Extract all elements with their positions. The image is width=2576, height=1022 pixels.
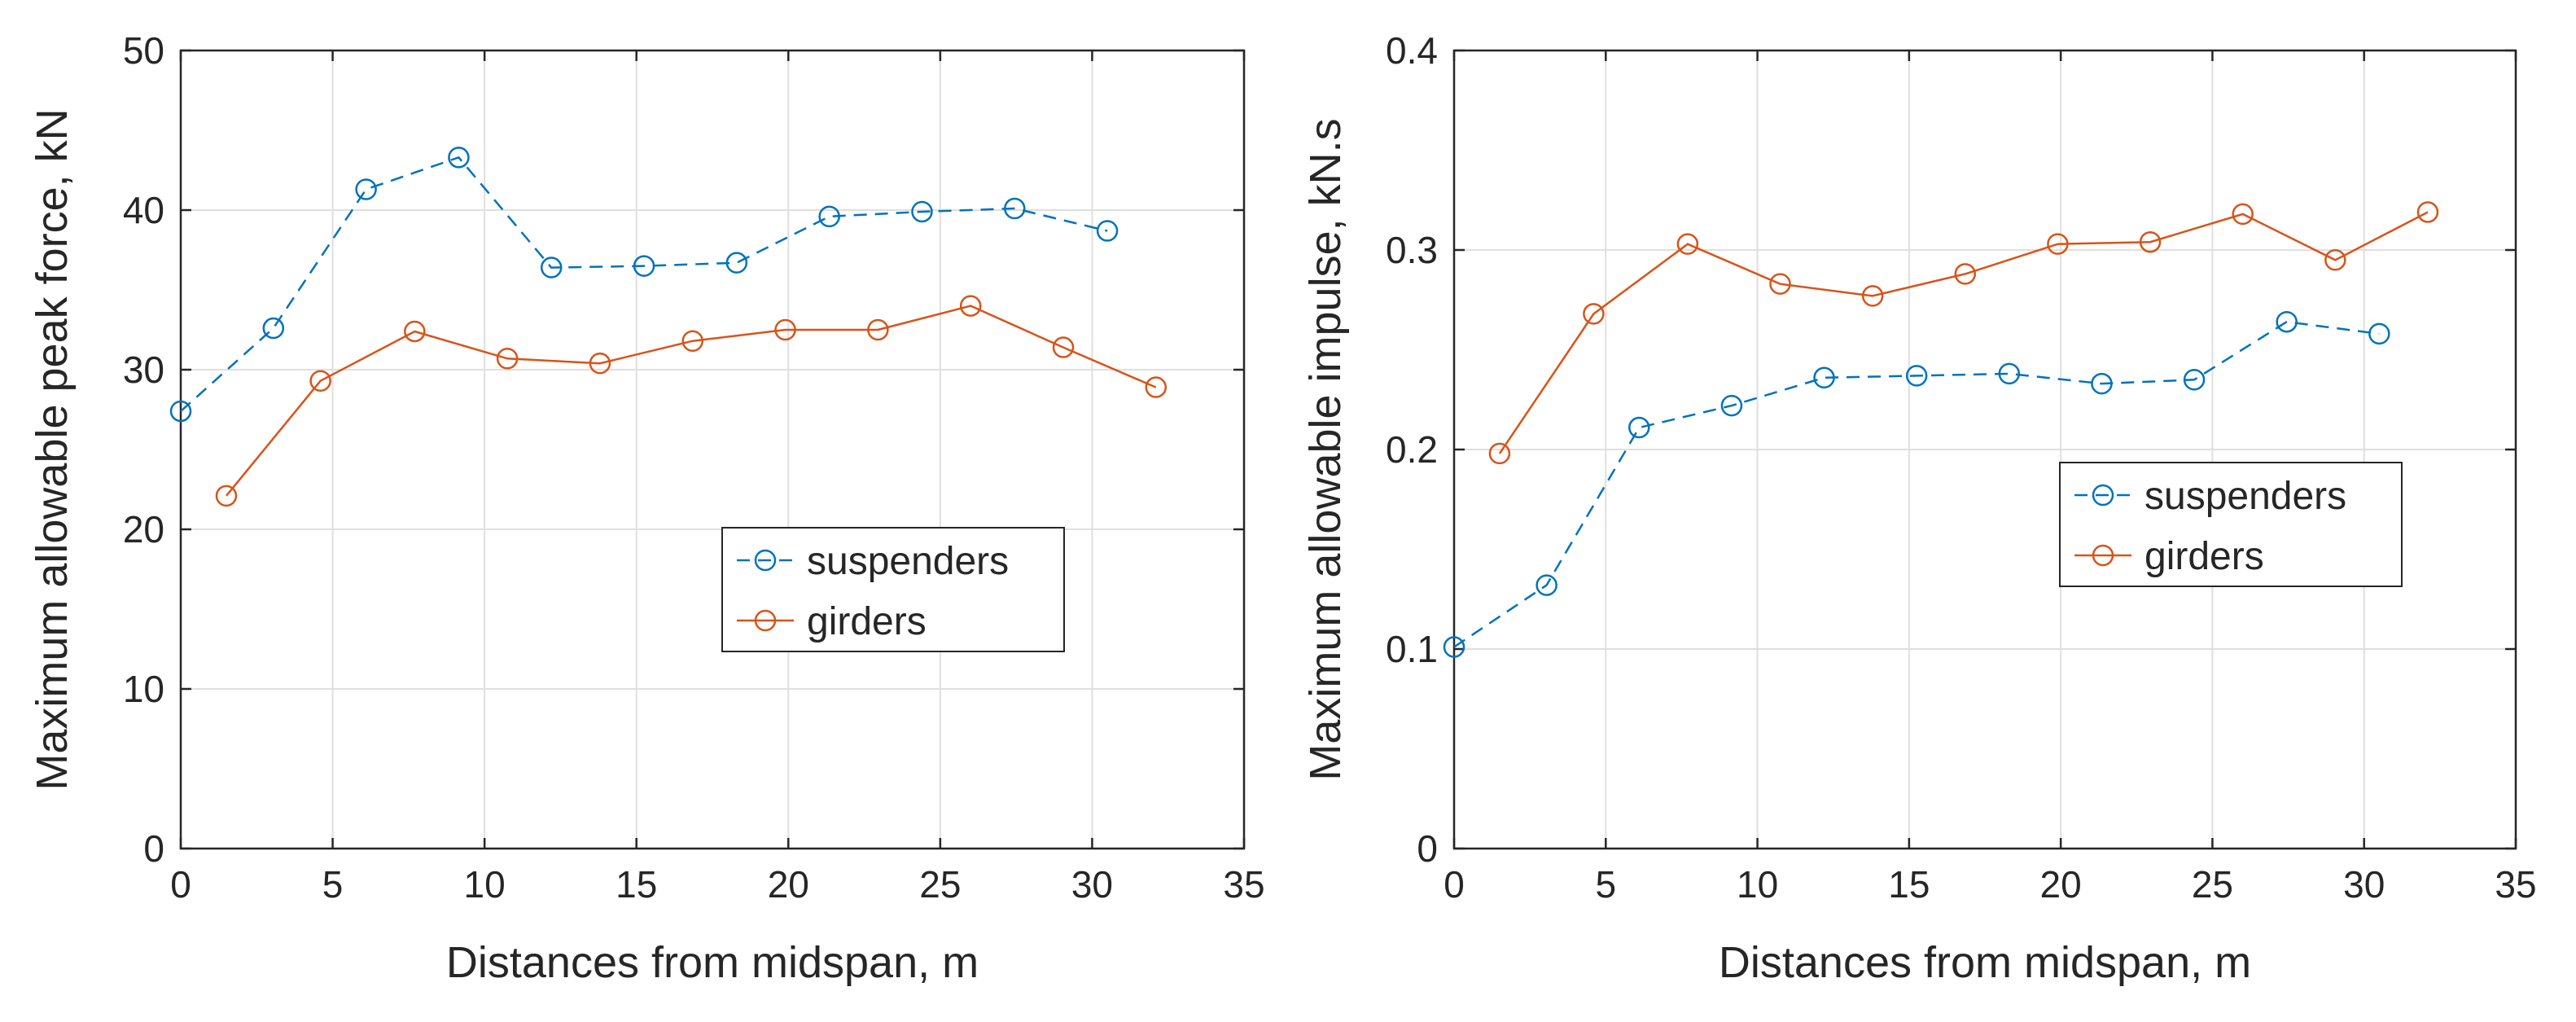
legend-girders-label: girders (2144, 535, 2264, 578)
girders-point (774, 318, 796, 341)
girders-point (2324, 249, 2346, 271)
x-tick-label: 35 (1223, 863, 1264, 906)
y-tick-label: 0 (143, 827, 164, 870)
suspenders-point (169, 400, 192, 423)
x-tick-label: 5 (322, 863, 344, 906)
girders-point (2232, 203, 2254, 226)
girders-point (1052, 336, 1075, 358)
suspenders-point (1628, 416, 1650, 439)
plot-area (181, 50, 1244, 849)
girders-point (867, 318, 889, 341)
girders-point (1769, 273, 1791, 295)
y-tick-label: 20 (123, 508, 164, 550)
suspenders-point (911, 200, 933, 223)
suspenders-point (355, 178, 377, 200)
y-tick-label: 50 (123, 29, 164, 72)
suspenders-series-line (180, 156, 1108, 412)
x-tick-label: 25 (919, 863, 961, 906)
x-tick-label: 5 (1595, 863, 1616, 906)
suspenders-point (633, 255, 655, 277)
suspenders-series-line (1453, 320, 2380, 648)
girders-point (1145, 376, 1168, 398)
legend-girders-marker (2092, 544, 2114, 567)
x-tick-label: 15 (616, 863, 657, 906)
girders-point (1861, 285, 1884, 307)
suspenders-point (1998, 362, 2021, 385)
y-axis-title: Maximum allowable impulse, kN.s (1301, 118, 1350, 780)
legend-suspenders-marker (754, 549, 777, 572)
girders-point (1676, 233, 1699, 255)
y-tick-label: 0 (1417, 827, 1438, 870)
suspenders-point (2368, 322, 2390, 345)
x-axis-title: Distances from midspan, m (1719, 938, 2251, 987)
suspenders-point (1443, 636, 1465, 658)
girders-series-line (226, 305, 1157, 497)
girders-point (959, 295, 982, 317)
x-tick-label: 10 (464, 863, 506, 906)
x-tick-label: 15 (1888, 863, 1930, 906)
suspenders-point (262, 317, 285, 340)
suspenders-point (1905, 365, 1928, 387)
x-tick-label: 0 (170, 863, 191, 906)
girders-point (2139, 230, 2162, 253)
suspenders-point (818, 205, 840, 228)
y-tick-label: 0.1 (1386, 628, 1438, 670)
legend-box (2059, 462, 2403, 587)
girders-point (496, 348, 519, 370)
y-tick-label: 10 (123, 668, 164, 710)
suspenders-point (725, 252, 748, 274)
suspenders-point (1004, 197, 1026, 220)
legend: suspenders girders (2059, 462, 2403, 587)
girders-point (309, 370, 331, 392)
y-axis-title: Maximum allowable peak force, kN (28, 108, 77, 790)
girders-point (681, 330, 703, 352)
suspenders-point (1096, 220, 1119, 242)
girders-point (215, 485, 238, 507)
girders-point (2047, 233, 2069, 255)
x-tick-label: 10 (1737, 863, 1778, 906)
x-tick-label: 30 (1071, 863, 1113, 906)
axes-box (179, 49, 1246, 850)
y-tick-label: 30 (123, 349, 164, 391)
x-tick-label: 20 (768, 863, 809, 906)
legend-suspenders-label: suspenders (2144, 475, 2346, 518)
suspenders-point (1536, 574, 1557, 596)
suspenders-point (1813, 366, 1835, 389)
x-tick-label: 25 (2192, 863, 2233, 906)
x-tick-label: 35 (2495, 863, 2536, 906)
suspenders-point (2183, 369, 2206, 391)
legend-suspenders-label: suspenders (807, 540, 1009, 583)
legend-girders-label: girders (807, 600, 927, 643)
girders-point (1954, 263, 1977, 285)
x-tick-label: 0 (1444, 863, 1465, 906)
x-tick-label: 30 (2343, 863, 2385, 906)
suspenders-point (1720, 394, 1743, 417)
girders-point (1488, 442, 1511, 465)
x-tick-label: 20 (2040, 863, 2082, 906)
x-axis-title: Distances from midspan, m (446, 938, 979, 987)
suspenders-point (2276, 310, 2298, 333)
legend: suspenders girders (721, 527, 1065, 652)
legend-box (721, 527, 1065, 652)
y-tick-label: 40 (123, 189, 164, 231)
girders-point (1583, 303, 1605, 325)
girders-point (589, 352, 611, 375)
legend-girders-marker (754, 609, 777, 632)
peak-force-chart: 0 5 10 15 20 25 30 35 0 10 20 30 40 50 Distances from … (28, 29, 1265, 987)
girders-point (404, 320, 426, 343)
y-tick-label: 0.3 (1386, 229, 1438, 271)
girders-point (2416, 201, 2439, 223)
suspenders-point (448, 147, 470, 169)
legend-suspenders-marker (2092, 484, 2114, 507)
y-tick-label: 0.2 (1386, 428, 1438, 471)
impulse-chart: 0 5 10 15 20 25 30 35 0 0.1 0.2 0.3 0.4 Distances fro… (1301, 29, 2537, 987)
suspenders-point (540, 257, 563, 279)
suspenders-point (2091, 372, 2113, 395)
y-tick-label: 0.4 (1386, 29, 1438, 72)
girders-series-line (1498, 211, 2429, 454)
